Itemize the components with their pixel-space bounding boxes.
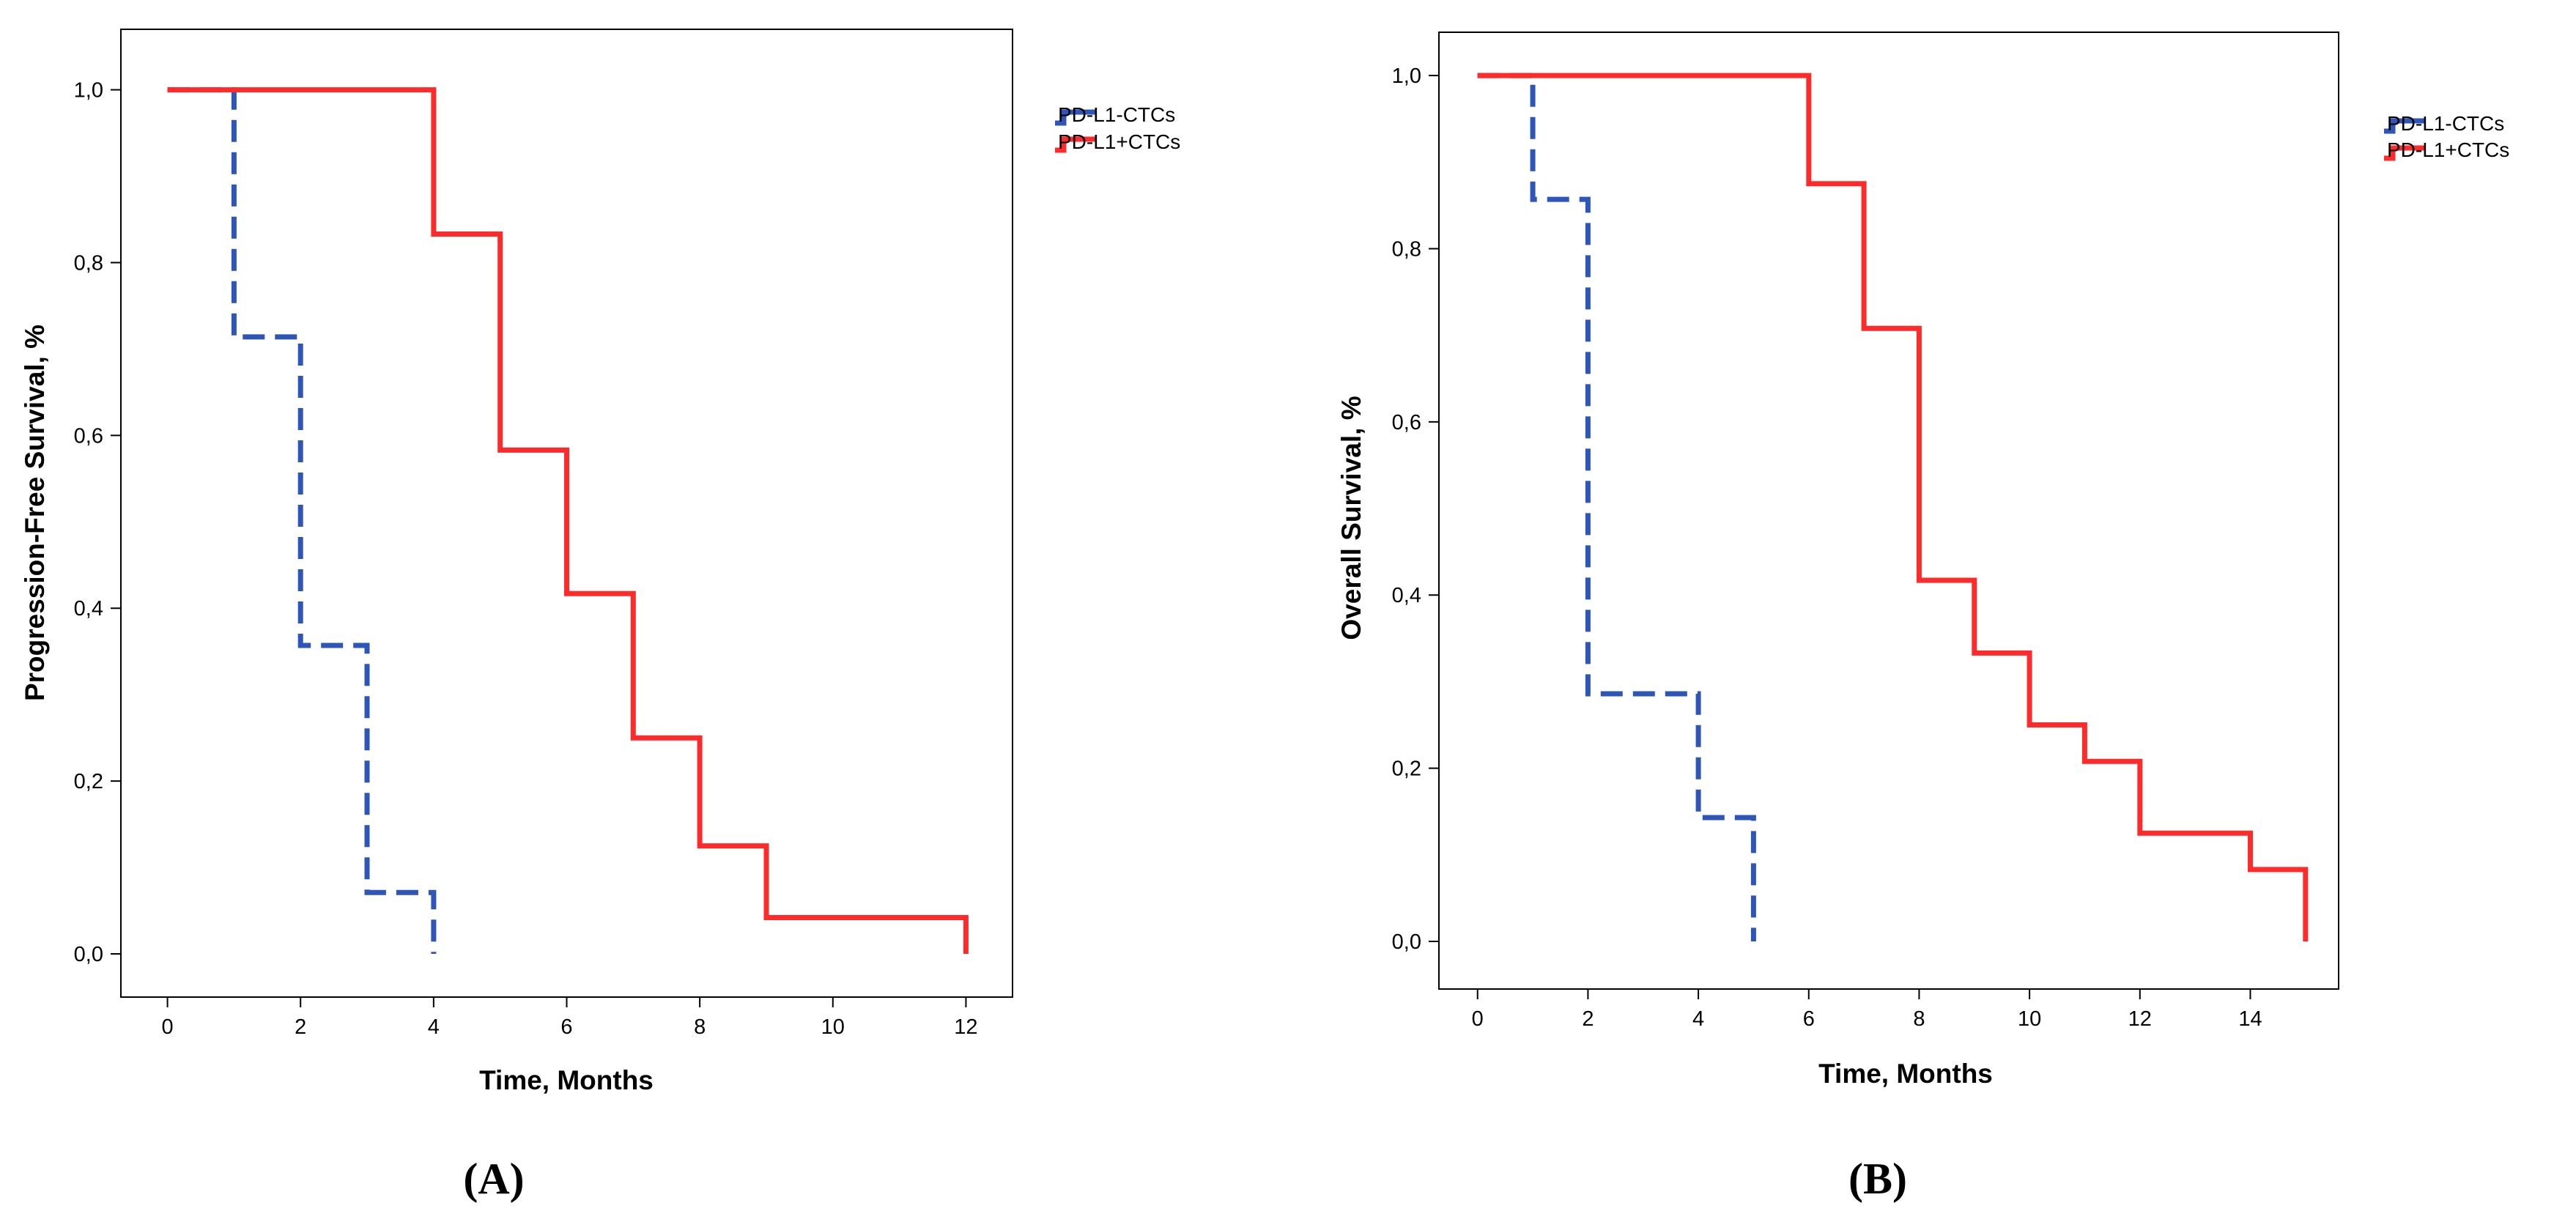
- panel-b-y-tick-label: 0,4: [1392, 584, 1421, 607]
- panel-a-series-pd-l1: [167, 87, 437, 954]
- panel-b-y-tick-label: 0,8: [1392, 237, 1421, 261]
- panel-b-x-axis: 0 2 4 6 8 10 12 14: [1472, 989, 2262, 1031]
- panel-a-series-group: [167, 87, 969, 954]
- panel-a-y-tick-label: 0,8: [74, 251, 103, 275]
- panel-a-legend-swatch-pd-l1-negative: [1055, 109, 1097, 126]
- panel-a-x-tick-label: 0: [162, 1015, 174, 1039]
- panel-b-y-tick-label: 0,2: [1392, 758, 1421, 781]
- panel-b: 0,0 0,2 0,4 0,6 0,8 1,0 0 2 4 6 8 10 12 14 Overall S…: [1336, 32, 2509, 1203]
- panel-a-x-tick-label: 6: [560, 1015, 572, 1039]
- panel-a: 0,0 0,2 0,4 0,6 0,8 1,0 0 2 4 6 8 10 12 Progression…: [20, 29, 1180, 1203]
- panel-b-series-pd-l1-positivectcs: [1477, 73, 2309, 941]
- panel-a-label-close-paren: ): [510, 1155, 525, 1203]
- panel-b-label: (B): [1848, 1155, 1907, 1203]
- panel-b-plot-frame: [1438, 32, 2339, 990]
- panel-b-label-close-paren: ): [1892, 1155, 1907, 1203]
- panel-a-x-tick-label: 8: [694, 1015, 706, 1039]
- panel-b-y-axis-label: Overall Survival, %: [1336, 396, 1366, 640]
- panel-a-y-tick-label: 0,0: [74, 943, 103, 966]
- panel-b-x-tick-label: 14: [2238, 1007, 2262, 1031]
- panel-a-y-axis: 0,0 0,2 0,4 0,6 0,8 1,0: [74, 79, 121, 966]
- panel-a-x-tick-label: 2: [295, 1015, 306, 1039]
- panel-a-label: (A): [463, 1155, 524, 1203]
- panel-a-y-tick-label: 0,2: [74, 770, 103, 793]
- panel-b-x-tick-label: 4: [1692, 1007, 1704, 1031]
- panel-b-legend-swatch-pd-l1-positive: [2384, 145, 2426, 161]
- panel-b-x-axis-label: Time, Months: [1818, 1059, 1993, 1089]
- panel-b-label-letter: B: [1863, 1155, 1892, 1203]
- panel-b-x-tick-label: 0: [1472, 1007, 1484, 1031]
- panel-a-x-tick-label: 4: [428, 1015, 440, 1039]
- panel-a-x-axis: 0 2 4 6 8 10 12: [162, 997, 978, 1039]
- panel-b-legend-label-pd-l1-negative: PD-L1-CTCs: [2387, 112, 2504, 135]
- panel-a-legend: PD-L1-CTCs PD-L1+CTCs: [1055, 103, 1180, 153]
- panel-a-label-letter: A: [478, 1155, 509, 1203]
- panel-a-legend-label-pd-l1-positive: PD-L1+CTCs: [1058, 130, 1180, 153]
- panel-b-legend-swatch-pd-l1-negative: [2384, 118, 2426, 134]
- panel-a-series-pd-l1-positivectcs: [167, 87, 969, 954]
- panel-a-x-tick-label: 12: [954, 1015, 977, 1039]
- panel-a-label-open-paren: (: [463, 1155, 478, 1203]
- panel-a-y-axis-label: Progression-Free Survival, %: [20, 325, 50, 701]
- panel-b-y-tick-label: 1,0: [1392, 64, 1421, 88]
- panel-b-series-group: [1477, 73, 2309, 941]
- panel-b-label-open-paren: (: [1848, 1155, 1863, 1203]
- panel-a-x-axis-label: Time, Months: [479, 1065, 654, 1095]
- panel-a-legend-label-pd-l1-negative: PD-L1-CTCs: [1058, 103, 1175, 126]
- panel-b-x-tick-label: 6: [1803, 1007, 1815, 1031]
- panel-b-x-tick-label: 8: [1913, 1007, 1925, 1031]
- panel-b-x-tick-label: 12: [2128, 1007, 2152, 1031]
- panel-b-y-axis: 0,0 0,2 0,4 0,6 0,8 1,0: [1392, 64, 1439, 954]
- panel-a-y-tick-label: 0,4: [74, 597, 103, 621]
- panel-b-legend: PD-L1-CTCs PD-L1+CTCs: [2384, 112, 2509, 161]
- panel-b-y-tick-label: 0,6: [1392, 411, 1421, 434]
- panel-a-x-tick-label: 10: [821, 1015, 845, 1039]
- panel-b-y-tick-label: 0,0: [1392, 930, 1421, 954]
- panel-a-y-tick-label: 0,6: [74, 424, 103, 448]
- panel-b-x-tick-label: 2: [1582, 1007, 1594, 1031]
- panel-b-legend-label-pd-l1-positive: PD-L1+CTCs: [2387, 138, 2509, 161]
- panel-b-x-tick-label: 10: [2018, 1007, 2041, 1031]
- panel-b-series-pd-l1: [1477, 73, 1756, 941]
- panel-a-y-tick-label: 1,0: [74, 79, 103, 103]
- panel-a-legend-swatch-pd-l1-positive: [1055, 136, 1097, 153]
